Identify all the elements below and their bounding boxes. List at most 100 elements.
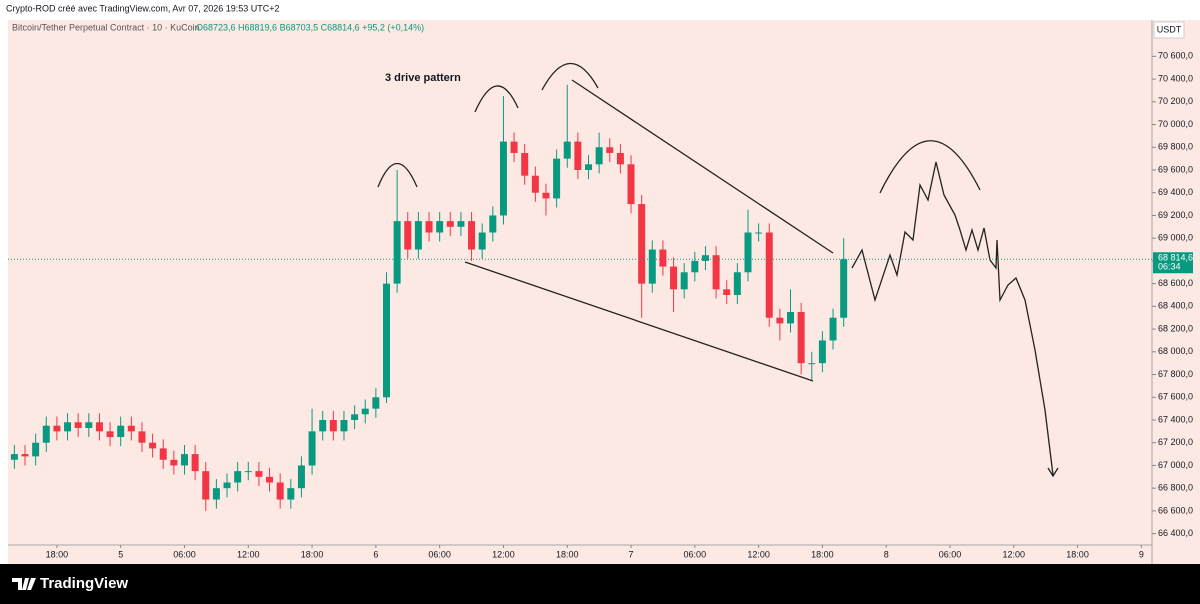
candle-body [149,442,157,449]
price-axis-bg [1152,20,1200,564]
x-tick-label: 18:00 [1066,549,1089,559]
candle-body [648,249,656,284]
candle-body [659,249,667,267]
candle-body [297,465,305,489]
y-tick-label: 67 200,0 [1158,437,1193,447]
y-tick-label: 67 600,0 [1158,392,1193,402]
x-tick-label: 06:00 [173,549,196,559]
candle-body [372,397,380,409]
candle-body [329,420,337,432]
candle-body [202,471,210,500]
footer-bar [0,564,1200,604]
x-tick-label: 18:00 [301,549,324,559]
x-tick-label: 12:00 [492,549,515,559]
x-tick-label: 18:00 [811,549,834,559]
candle-body [542,192,550,199]
candle-body [531,175,539,193]
candle-body [106,431,114,438]
candle-body [776,317,784,324]
candle-body [414,221,422,250]
candle-body [234,471,242,483]
candle-body [180,454,188,466]
candle-body [276,482,284,500]
candle-body [266,476,274,483]
candle-body [553,158,561,199]
y-tick-label: 66 600,0 [1158,505,1193,515]
candle-body [446,221,454,227]
candle-body [308,431,316,466]
arc [377,163,418,188]
candle-body [212,488,220,500]
candle-body [478,232,486,250]
price-label-bg [1153,252,1193,274]
x-tick-label: 06:00 [684,549,707,559]
arc [541,62,599,91]
candle-body [680,272,688,290]
annotation: 3 drive pattern [385,72,461,84]
candle-body [723,289,731,295]
candle-body [489,215,497,233]
candle-body [457,221,465,227]
y-tick-label: 70 400,0 [1158,73,1193,83]
y-tick-label: 70 600,0 [1158,51,1193,61]
y-tick-label: 69 200,0 [1158,210,1193,220]
x-tick-label: 7 [629,549,634,559]
y-tick-label: 69 400,0 [1158,187,1193,197]
candle-body [319,420,327,432]
candle-body [393,221,401,284]
candle-body [585,164,593,170]
x-tick-label: 12:00 [747,549,770,559]
candle-body [223,482,231,489]
candle-body [382,283,390,398]
x-tick-label: 18:00 [46,549,69,559]
drawings [377,62,1059,478]
candle-body [510,141,518,153]
brand: TradingView [40,575,128,592]
candle-body [829,317,837,341]
candle-body [521,152,529,176]
candle-body [787,312,795,324]
candle-body [244,471,252,473]
candle-body [95,422,103,432]
candle-body [42,425,50,443]
candle-body [425,221,433,233]
countdown: 06:34 [1158,262,1181,272]
y-tick-label: 66 800,0 [1158,483,1193,493]
logo [12,578,36,590]
time-axis-bg [8,545,1152,564]
candle-body [351,414,359,420]
y-tick-label: 69 000,0 [1158,233,1193,243]
x-tick-label: 9 [1139,549,1144,559]
candle-body [468,221,476,250]
y-tick-label: 67 400,0 [1158,414,1193,424]
trend-line [464,261,814,382]
header-title: Crypto-ROD créé avec TradingView.com, Av… [6,3,280,13]
candle-body [670,266,678,290]
x-tick-label: 5 [118,549,123,559]
candle-body [159,448,167,460]
trend-line [571,79,834,254]
arc [474,85,519,113]
candle-body [170,459,178,466]
candle-body [117,425,125,438]
y-tick-label: 68 000,0 [1158,346,1193,356]
candle-body [21,454,29,457]
y-tick-label: 68 200,0 [1158,323,1193,333]
x-tick-label: 12:00 [1003,549,1026,559]
candle-body [755,232,763,234]
candle-body [191,454,199,472]
projection [851,161,1054,476]
x-tick-label: 8 [884,549,889,559]
candle-body [818,340,826,364]
candle-body [595,147,603,165]
currency: USDT [1157,24,1182,34]
candle-body [361,408,369,415]
y-tick-label: 70 000,0 [1158,119,1193,129]
candle-body [499,141,507,216]
candle-body [701,255,709,261]
arrow-head [1047,467,1059,478]
candle-body [85,422,93,428]
candle-body [712,255,720,290]
candle-body [404,221,412,250]
